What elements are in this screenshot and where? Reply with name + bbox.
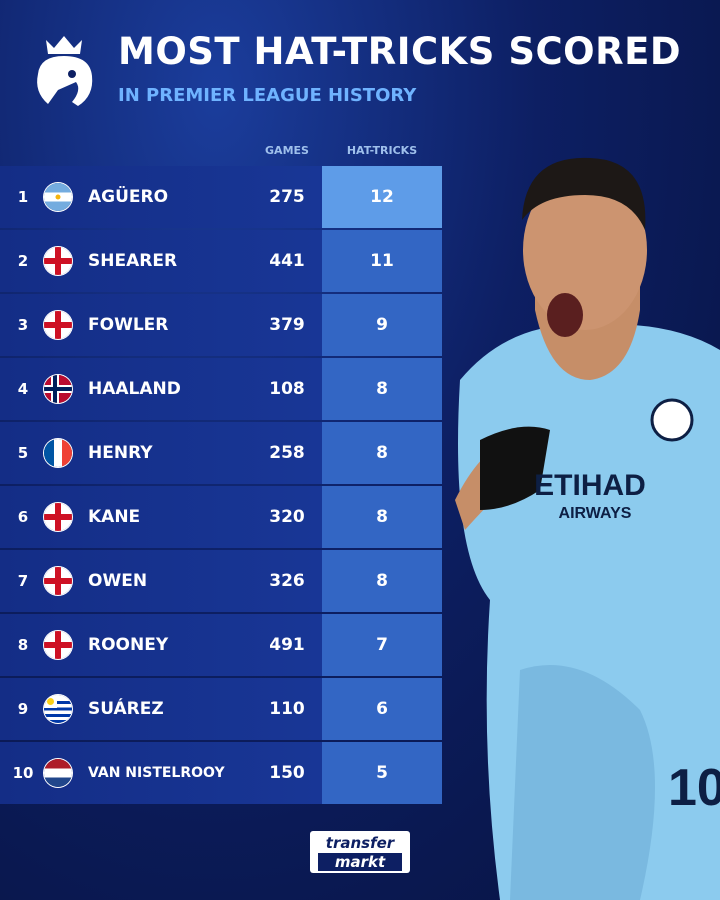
- hat-tricks-cell: 8: [322, 550, 442, 612]
- hat-tricks-cell: 11: [322, 230, 442, 292]
- games-cell: 150: [269, 763, 305, 783]
- player-name: HENRY: [88, 443, 153, 463]
- rank: 2: [17, 252, 29, 270]
- hat-tricks-cell: 12: [322, 166, 442, 228]
- games-cell: 110: [269, 699, 305, 719]
- player-name: KANE: [88, 507, 141, 527]
- table-row: 9 SUÁREZ 110 6: [0, 678, 442, 740]
- flag: [44, 503, 72, 531]
- subtitle: IN PREMIER LEAGUE HISTORY: [118, 85, 417, 106]
- flag-icon: [44, 631, 72, 659]
- flag-icon: [44, 759, 72, 787]
- column-header: HAT-TRICKS: [346, 144, 418, 157]
- player-name: HAALAND: [88, 379, 181, 399]
- player-photo: ETIHAD AIRWAYS 10: [455, 157, 720, 900]
- player-name: VAN NISTELROOY: [88, 765, 225, 781]
- flag-icon: [44, 375, 72, 403]
- hat-tricks-cell: 8: [322, 486, 442, 548]
- rank: 5: [17, 444, 29, 462]
- table-row: 10 VAN NISTELROOY 150 5: [0, 742, 442, 804]
- hat-tricks-cell: 7: [322, 614, 442, 676]
- flag-icon: [44, 311, 72, 339]
- league-logo: [37, 36, 93, 106]
- svg-text:ETIHAD: ETIHAD: [534, 469, 646, 502]
- rank: 10: [12, 764, 34, 782]
- hat-tricks-cell: 9: [322, 294, 442, 356]
- flag-icon: [44, 439, 72, 467]
- table-row: 8 ROONEY 491 7: [0, 614, 442, 676]
- footer-logo: transfer markt: [310, 831, 410, 873]
- flag: [44, 439, 72, 467]
- games-cell: 258: [269, 443, 305, 463]
- table-row: 5 HENRY 258 8: [0, 422, 442, 484]
- games-cell: 491: [269, 635, 305, 655]
- hat-tricks-cell: 6: [322, 678, 442, 740]
- title: MOST HAT-TRICKS SCORED: [118, 30, 682, 73]
- table-row: 3 FOWLER 379 9: [0, 294, 442, 356]
- rank: 6: [17, 508, 29, 526]
- table-row: 7 OWEN 326 8: [0, 550, 442, 612]
- flag: [44, 631, 72, 659]
- column-header: GAMES: [265, 144, 309, 157]
- games-cell: 379: [269, 315, 305, 335]
- svg-text:AIRWAYS: AIRWAYS: [559, 505, 632, 522]
- rank: 1: [17, 188, 29, 206]
- player-name: OWEN: [88, 571, 148, 591]
- logo-text: markt: [318, 853, 402, 871]
- table-row: 6 KANE 320 8: [0, 486, 442, 548]
- flag: [44, 375, 72, 403]
- games-cell: 441: [269, 251, 305, 271]
- table-row: 4 HAALAND 108 8: [0, 358, 442, 420]
- flag: [44, 311, 72, 339]
- table-row: 1 AGÜERO 275 12: [0, 166, 442, 228]
- flag-icon: [44, 503, 72, 531]
- flag: [44, 247, 72, 275]
- rank: 4: [17, 380, 29, 398]
- hat-tricks-cell: 8: [322, 358, 442, 420]
- player-name: SHEARER: [88, 251, 178, 271]
- games-cell: 275: [269, 187, 305, 207]
- rank: 3: [17, 316, 29, 334]
- table-row: 2 SHEARER 441 11: [0, 230, 442, 292]
- player-name: AGÜERO: [88, 187, 169, 207]
- player-name: SUÁREZ: [88, 699, 164, 719]
- flag-icon: [44, 183, 72, 211]
- flag-icon: [44, 567, 72, 595]
- games-cell: 320: [269, 507, 305, 527]
- hat-tricks-cell: 5: [322, 742, 442, 804]
- rank: 7: [17, 572, 29, 590]
- flag: [44, 183, 72, 211]
- logo-text: transfer: [325, 834, 395, 852]
- flag: [44, 695, 72, 723]
- rank: 8: [17, 636, 29, 654]
- flag: [44, 567, 72, 595]
- games-cell: 108: [269, 379, 305, 399]
- rank: 9: [17, 700, 29, 718]
- player-name: FOWLER: [88, 315, 169, 335]
- flag-icon: [44, 247, 72, 275]
- svg-text:10: 10: [668, 759, 720, 817]
- hat-tricks-cell: 8: [322, 422, 442, 484]
- flag: [44, 759, 72, 787]
- player-name: ROONEY: [88, 635, 169, 655]
- games-cell: 326: [269, 571, 305, 591]
- flag-icon: [44, 695, 72, 723]
